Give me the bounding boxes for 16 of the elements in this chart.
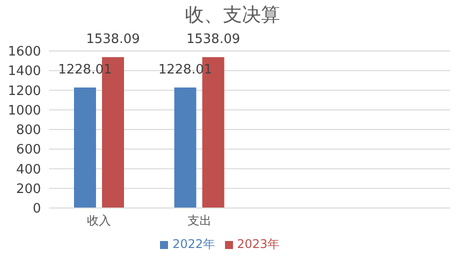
x-tick-label: 收入	[87, 214, 112, 228]
data-label: 1538.09	[186, 32, 240, 48]
legend-label: 2023年	[237, 237, 280, 251]
y-tick-label: 1200	[8, 84, 41, 99]
legend-label: 2022年	[172, 237, 215, 251]
y-tick-label: 1000	[8, 103, 41, 118]
y-tick-label: 400	[16, 162, 41, 178]
data-label: 1538.09	[86, 32, 140, 48]
chart-title: 收、支决算	[184, 3, 281, 28]
x-tick-label: 支出	[187, 214, 212, 228]
y-tick-label: 200	[16, 182, 41, 197]
y-tick-label: 1600	[8, 44, 41, 60]
y-tick-label: 600	[16, 142, 41, 158]
y-tick-label: 0	[32, 202, 41, 217]
y-tick-label: 1400	[8, 64, 41, 80]
y-tick-label: 800	[16, 123, 41, 138]
